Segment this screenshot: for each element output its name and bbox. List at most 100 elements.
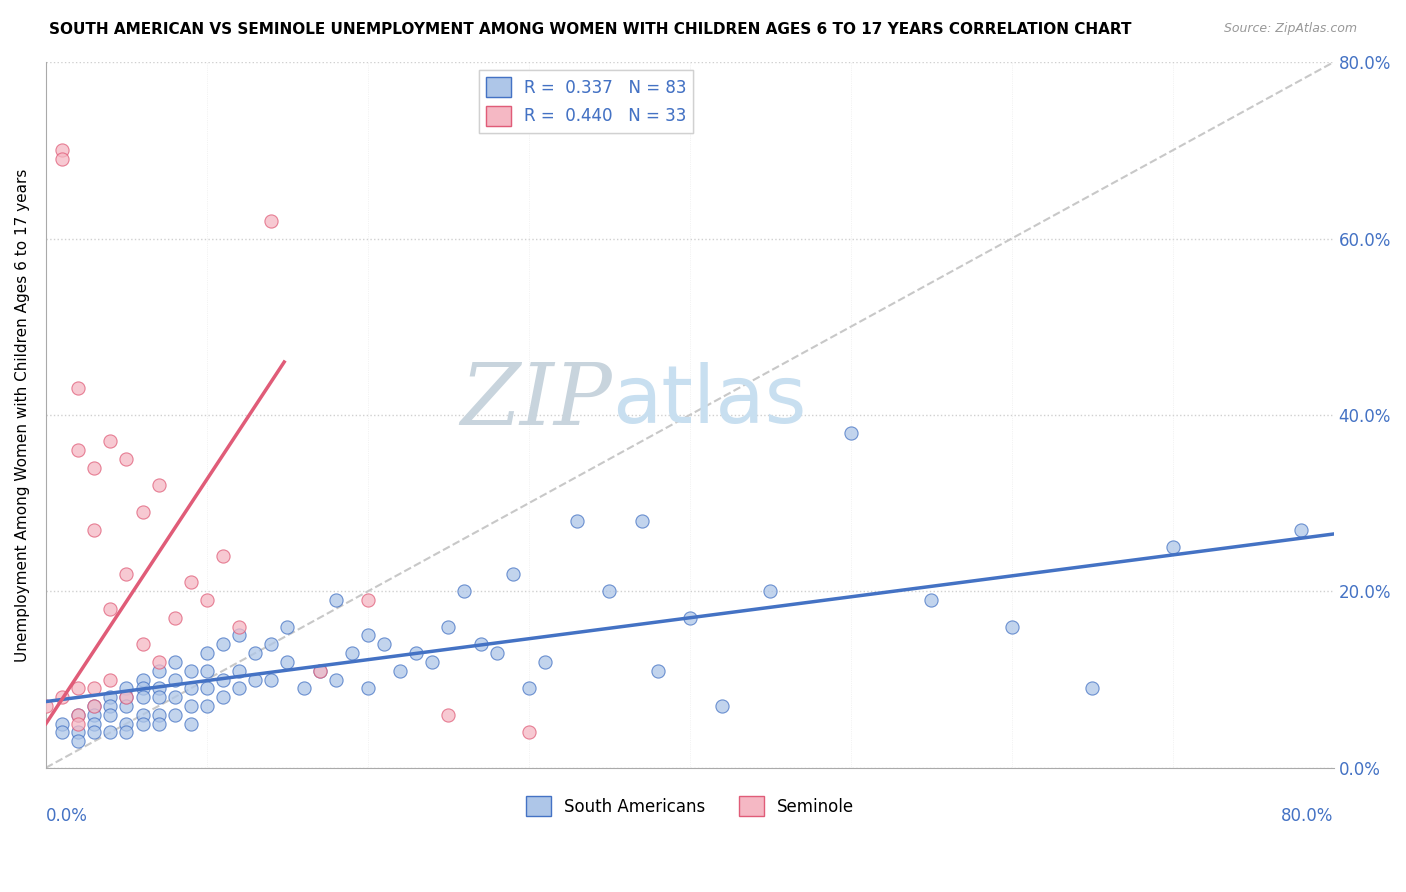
Point [260,637,283,651]
Point [83,681,105,696]
Point [212,637,235,651]
Point [357,681,380,696]
Point [195,664,218,678]
Point [437,619,460,633]
Point [98,725,121,739]
Point [148,716,170,731]
Point [115,716,138,731]
Point [228,628,250,642]
Point [212,690,235,705]
Point [51,690,73,705]
Point [195,681,218,696]
Point [180,698,202,713]
Point [1081,681,1104,696]
Text: SOUTH AMERICAN VS SEMINOLE UNEMPLOYMENT AMONG WOMEN WITH CHILDREN AGES 6 TO 17 Y: SOUTH AMERICAN VS SEMINOLE UNEMPLOYMENT … [49,22,1132,37]
Point [115,566,138,581]
Point [163,655,186,669]
Point [565,514,588,528]
Point [373,637,395,651]
Point [115,681,138,696]
Point [228,681,250,696]
Point [83,716,105,731]
Point [67,725,90,739]
Point [148,681,170,696]
Point [163,690,186,705]
Point [276,619,298,633]
Point [51,716,73,731]
Point [1291,523,1313,537]
Point [115,452,138,467]
Point [115,698,138,713]
Point [920,593,942,607]
Text: 0.0%: 0.0% [46,806,87,824]
Point [180,681,202,696]
Point [98,673,121,687]
Text: ZIP: ZIP [461,359,613,442]
Point [180,716,202,731]
Point [260,214,283,228]
Point [98,434,121,449]
Point [51,144,73,158]
Point [420,655,443,669]
Point [67,443,90,458]
Point [245,673,267,687]
Point [148,655,170,669]
Point [839,425,862,440]
Point [131,681,153,696]
Point [679,611,702,625]
Point [453,584,475,599]
Point [131,673,153,687]
Point [180,664,202,678]
Point [1001,619,1024,633]
Point [98,698,121,713]
Point [260,673,283,687]
Point [115,690,138,705]
Point [228,619,250,633]
Point [131,637,153,651]
Point [195,698,218,713]
Point [276,655,298,669]
Point [517,725,540,739]
Point [711,698,734,713]
Point [292,681,315,696]
Point [502,566,524,581]
Point [308,664,330,678]
Point [1161,540,1184,554]
Point [115,690,138,705]
Point [759,584,782,599]
Point [67,734,90,748]
Point [67,381,90,395]
Point [405,646,427,660]
Point [67,716,90,731]
Point [148,707,170,722]
Point [98,602,121,616]
Point [51,725,73,739]
Point [131,505,153,519]
Point [212,549,235,563]
Text: Source: ZipAtlas.com: Source: ZipAtlas.com [1223,22,1357,36]
Point [357,628,380,642]
Point [228,664,250,678]
Point [212,673,235,687]
Point [437,707,460,722]
Text: 80.0%: 80.0% [1281,806,1334,824]
Point [630,514,652,528]
Point [67,681,90,696]
Point [83,707,105,722]
Point [163,611,186,625]
Point [598,584,620,599]
Point [195,593,218,607]
Point [485,646,508,660]
Point [35,698,58,713]
Text: atlas: atlas [613,362,807,440]
Point [357,593,380,607]
Point [647,664,669,678]
Point [389,664,412,678]
Point [83,460,105,475]
Point [163,707,186,722]
Point [325,593,347,607]
Point [470,637,492,651]
Point [131,707,153,722]
Point [180,575,202,590]
Y-axis label: Unemployment Among Women with Children Ages 6 to 17 years: Unemployment Among Women with Children A… [15,169,30,662]
